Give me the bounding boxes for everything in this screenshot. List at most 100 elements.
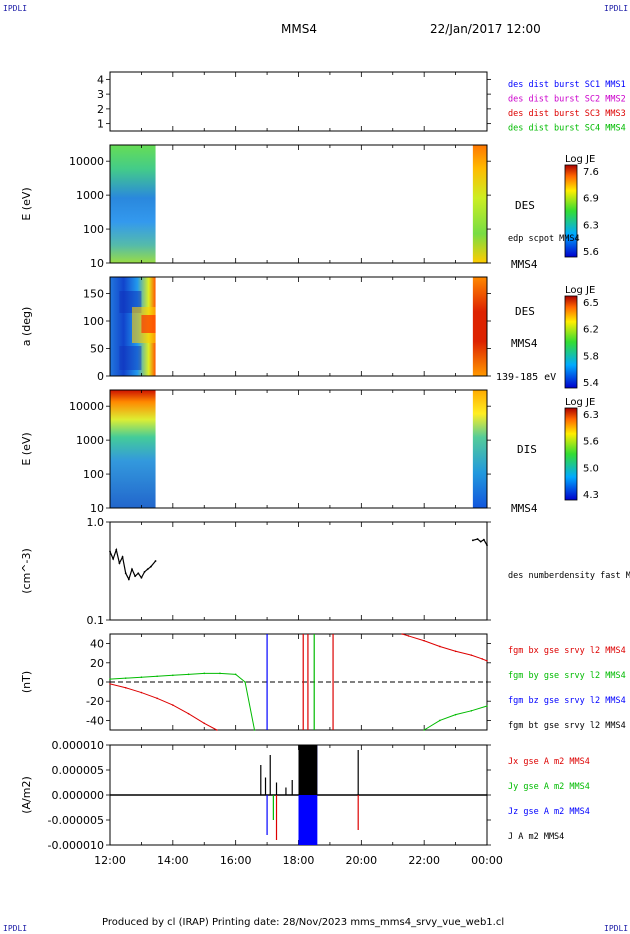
bfield-data-point — [486, 705, 488, 707]
bfield-data-point — [203, 722, 206, 725]
y-tick-label-des-pitch: 150 — [83, 288, 104, 301]
bfield-data-point — [401, 633, 403, 635]
bfield-series-line — [109, 683, 218, 731]
y-tick-label-des-energy: 10000 — [69, 155, 104, 168]
bfield-data-point — [470, 710, 473, 712]
x-tick-label: 22:00 — [408, 854, 440, 867]
y-axis-label-density: (cm^-3) — [20, 548, 33, 594]
colorbar-tick-dis-energy: 5.6 — [583, 437, 599, 448]
spectrogram-block-des-energy — [472, 145, 487, 263]
density-data-point — [143, 570, 146, 573]
bfield-data-point — [439, 645, 441, 648]
y-tick-label-density: 1.0 — [87, 516, 105, 529]
panel-frame-density — [109, 521, 488, 621]
y-tick-label-B-field: 20 — [90, 657, 104, 670]
bfield-data-point — [423, 729, 425, 731]
spectrogram-block-des-pitch — [141, 315, 156, 333]
bfield-data-point — [234, 673, 237, 676]
bfield-data-point — [140, 691, 143, 694]
colorbar-tick-des-energy: 7.6 — [583, 167, 599, 178]
current-activity-block — [298, 745, 318, 795]
x-tick-label: 18:00 — [283, 854, 315, 867]
bfield-data-point — [423, 639, 425, 642]
corner-label-bottom-right: IPDLI — [604, 924, 629, 933]
footer-credit: Produced by cl (IRAP) Printing date: 28/… — [102, 917, 505, 928]
spectrogram-block-des-pitch — [472, 277, 487, 376]
spectrogram-block-des-pitch — [119, 346, 142, 370]
y-tick-label-B-field: -20 — [86, 695, 104, 708]
current-legend-entry: Jx gse A m2 MMS4 — [508, 757, 590, 767]
des-panel-sublabel: edp scpot MMS4 — [508, 234, 580, 244]
y-tick-label-burst: 2 — [97, 103, 104, 116]
y-tick-label-current: 0.000005 — [52, 764, 105, 777]
bfield-data-point — [109, 678, 111, 680]
current-legend-entry: J A m2 MMS4 — [508, 832, 564, 842]
bfield-data-point — [439, 719, 441, 722]
spacecraft-title: MMS4 — [281, 22, 317, 36]
bfield-data-point — [156, 675, 158, 678]
density-data-point — [118, 562, 121, 565]
bfield-data-point — [253, 729, 256, 731]
panel-frame-dis-energy — [109, 389, 488, 509]
dis-panel-label: DIS — [517, 443, 537, 456]
corner-label-top-left: IPDLI — [3, 4, 28, 13]
y-tick-label-des-pitch: 100 — [83, 315, 104, 328]
density-data-point — [121, 556, 124, 558]
bfield-data-point — [244, 681, 246, 683]
y-axis-label-dis-energy: E (eV) — [20, 432, 33, 465]
dis-panel-spacecraft: MMS4 — [511, 502, 538, 515]
bfield-legend-entry: fgm bx gse srvy l2 MMS4 — [508, 646, 626, 656]
y-tick-label-B-field: 0 — [97, 676, 104, 689]
panel-frame-burst — [109, 71, 488, 132]
bfield-data-point — [124, 686, 127, 689]
bfield-data-point — [470, 654, 473, 656]
bfield-data-point — [407, 635, 410, 637]
y-tick-label-dis-energy: 1000 — [76, 434, 104, 447]
bfield-data-point — [172, 704, 174, 706]
bfield-data-point — [454, 713, 457, 716]
bfield-data-point — [109, 683, 111, 685]
y-tick-label-burst: 4 — [97, 73, 104, 86]
colorbar-tick-des-energy: 6.3 — [583, 220, 599, 231]
density-data-point — [134, 575, 137, 578]
panel-frame-des-pitch — [109, 276, 488, 377]
current-legend-entry: Jz gse A m2 MMS4 — [508, 807, 590, 817]
density-data-point — [124, 572, 127, 575]
colorbar-des-pitch — [564, 295, 578, 389]
y-tick-label-dis-energy: 10 — [90, 502, 104, 515]
bfield-data-point — [454, 650, 457, 653]
density-data-point — [131, 568, 133, 571]
corner-label-bottom-left: IPDLI — [3, 924, 28, 933]
y-tick-label-B-field: 40 — [90, 638, 104, 651]
panel-frame-des-energy — [109, 144, 488, 264]
colorbar-tick-dis-energy: 5.0 — [583, 463, 599, 474]
y-axis-label-des-pitch: a (deg) — [20, 307, 33, 347]
density-data-point — [112, 558, 115, 560]
density-data-point — [482, 538, 485, 541]
y-axis-label-current: (A/m2) — [20, 776, 33, 814]
y-tick-label-des-energy: 10 — [90, 257, 104, 270]
burst-legend-entry: des dist burst SC1 MMS1 — [508, 80, 626, 90]
bfield-legend-entry: fgm by gse srvy l2 MMS4 — [508, 671, 626, 681]
y-tick-label-current: -0.000010 — [48, 839, 104, 852]
density-data-point — [109, 550, 111, 553]
y-tick-label-dis-energy: 100 — [83, 468, 104, 481]
corner-label-top-right: IPDLI — [604, 4, 629, 13]
y-tick-label-current: -0.000005 — [48, 814, 104, 827]
bfield-data-point — [140, 676, 143, 678]
bfield-data-point — [156, 697, 158, 700]
bfield-data-point — [216, 729, 218, 731]
density-data-point — [471, 539, 474, 542]
bfield-series-line — [402, 633, 488, 662]
colorbar-tick-des-energy: 6.9 — [583, 194, 599, 205]
y-tick-label-des-pitch: 50 — [90, 343, 104, 356]
y-tick-label-des-energy: 1000 — [76, 189, 104, 202]
colorbar-tick-des-pitch: 5.4 — [583, 378, 599, 389]
y-tick-label-current: 0.000000 — [52, 789, 105, 802]
x-tick-label: 00:00 — [471, 854, 503, 867]
bfield-data-point — [124, 677, 127, 679]
density-data-point — [149, 565, 152, 568]
bfield-data-point — [481, 658, 484, 660]
density-data-point — [137, 572, 140, 575]
bfield-series-line — [423, 705, 488, 731]
